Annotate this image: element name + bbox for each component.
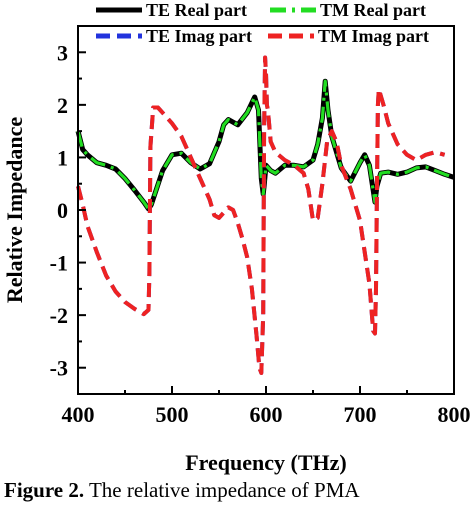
- x-tick-label: 600: [250, 402, 283, 427]
- figure-label: Figure 2.: [4, 478, 85, 502]
- impedance-chart: TE Real part TM Real part TE Imag part TM I…: [2, 0, 471, 475]
- legend-label: TM Imag part: [318, 26, 429, 46]
- legend-label: TE Imag part: [146, 26, 252, 46]
- y-tick-label: 0: [57, 198, 68, 223]
- figure-caption-text: The relative impedance of PMA: [84, 478, 360, 502]
- y-axis-title: Relative Impedance: [2, 117, 27, 304]
- y-tick-label: 1: [57, 145, 68, 170]
- y-tick-label: -2: [50, 303, 68, 328]
- x-axis-ticks: 400 500 600 700 800: [62, 386, 471, 427]
- x-tick-label: 500: [156, 402, 189, 427]
- legend-label: TM Real part: [320, 0, 426, 20]
- x-tick-label: 400: [62, 402, 95, 427]
- plot-lines: [75, 55, 455, 375]
- series-line-tm-imag-part: [76, 55, 446, 375]
- figure-caption: Figure 2. The relative impedance of PMA: [4, 478, 360, 503]
- legend-label: TE Real part: [146, 0, 247, 20]
- y-tick-label: 3: [57, 40, 68, 65]
- x-tick-label: 700: [344, 402, 377, 427]
- x-axis-title: Frequency (THz): [185, 450, 347, 475]
- x-tick-label: 800: [438, 402, 471, 427]
- chart-legend: TE Real part TM Real part TE Imag part TM I…: [96, 0, 429, 46]
- y-tick-label: -1: [50, 251, 68, 276]
- y-axis-ticks: -3 -2 -1 0 1 2 3: [50, 25, 86, 395]
- y-tick-label: 2: [57, 93, 68, 118]
- y-tick-label: -3: [50, 356, 68, 381]
